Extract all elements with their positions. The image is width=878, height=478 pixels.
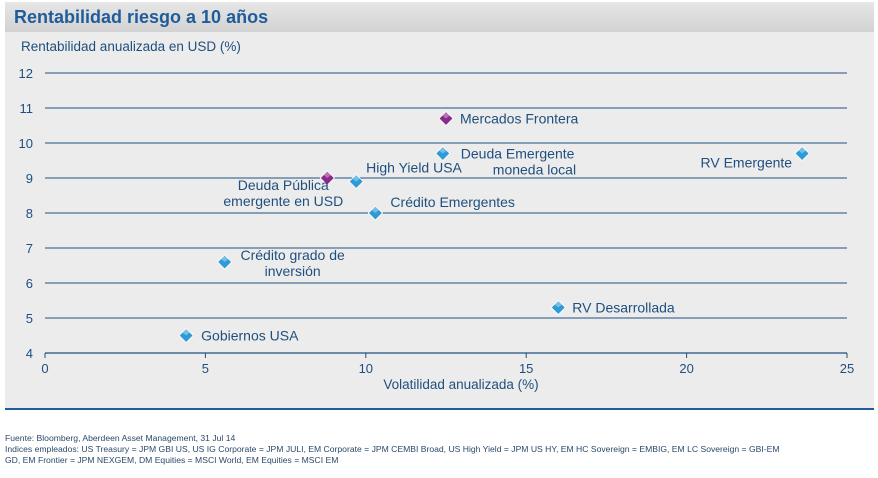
x-axis-label: Volatilidad anualizada (%) (383, 377, 538, 392)
footnote-source: Fuente: Bloomberg, Aberdeen Asset Manage… (5, 433, 236, 443)
label-credito-grado-inversion: Crédito grado de inversión (240, 247, 345, 279)
y-tick-7: 7 (26, 241, 33, 256)
label-credito-grado-inversion-line-2: inversión (265, 263, 321, 279)
x-tick-20: 20 (679, 361, 693, 376)
point-rv-emergente (794, 145, 810, 162)
y-tick-10: 10 (19, 136, 33, 151)
point-gobiernos-usa (178, 327, 194, 344)
label-high-yield-usa-line-1: High Yield USA (366, 160, 462, 176)
point-highlight-deuda-emergente-local (438, 146, 447, 154)
label-deuda-publica-emergente-usd: Deuda Pública emergente en USD (223, 177, 343, 209)
x-tick-0: 0 (41, 361, 48, 376)
y-axis-label: Rentabilidad anualizada en USD (%) (21, 39, 241, 54)
label-high-yield-usa: High Yield USA (366, 160, 462, 176)
label-mercados-frontera-line-1: Mercados Frontera (460, 111, 578, 127)
point-credito-emergentes (367, 205, 383, 221)
label-deuda-emergente-local: Deuda Emergente moneda local (461, 146, 576, 178)
footnote: Fuente: Bloomberg, Aberdeen Asset Manage… (5, 433, 875, 466)
label-credito-emergentes-line-1: Crédito Emergentes (390, 194, 515, 210)
point-highlight-credito-grado-inversion (220, 255, 229, 262)
label-mercados-frontera: Mercados Frontera (460, 111, 578, 127)
label-rv-emergente: RV Emergente (701, 155, 793, 171)
label-deuda-publica-emergente-usd-line-1: Deuda Pública (238, 177, 329, 193)
label-credito-emergentes: Crédito Emergentes (390, 194, 515, 210)
scatter-chart: Rentabilidad anualizada en USD (%) 4 5 6 7 8 9… (19, 39, 855, 392)
point-credito-grado-inversion (217, 254, 233, 270)
y-tick-6: 6 (26, 276, 33, 291)
x-tick-25: 25 (840, 361, 854, 376)
label-rv-emergente-line-1: RV Emergente (701, 155, 793, 171)
point-highlight-deuda-publica-emergente-usd (323, 171, 332, 178)
y-tick-11: 11 (20, 101, 34, 116)
point-rv-desarrollada (550, 299, 566, 316)
y-tick-8: 8 (26, 206, 33, 221)
chart-header: Rentabilidad riesgo a 10 años (5, 2, 874, 32)
x-tick-15: 15 (519, 361, 533, 376)
chart-title: Rentabilidad riesgo a 10 años (14, 7, 269, 27)
point-mercados-frontera (438, 110, 454, 127)
label-credito-grado-inversion-line-1: Crédito grado de (240, 247, 345, 263)
y-tick-4: 4 (26, 346, 33, 361)
chart-panel: Rentabilidad anualizada en USD (%) 4 5 6 7 8 9… (5, 32, 874, 410)
point-highlight-high-yield-usa (352, 174, 361, 182)
point-highlight-mercados-frontera (442, 111, 450, 119)
x-tick-10: 10 (359, 361, 373, 376)
point-highlight-credito-emergentes (371, 206, 380, 213)
point-deuda-publica-emergente-usd (319, 170, 335, 186)
label-rv-desarrollada: RV Desarrollada (572, 300, 675, 316)
label-gobiernos-usa: Gobiernos USA (201, 328, 299, 344)
point-deuda-emergente-local (435, 145, 451, 162)
label-deuda-emergente-local-line-2: moneda local (493, 162, 576, 178)
footnote-indices-line-2: GD, EM Frontier = JPM NEXGEM, DM Equitie… (5, 455, 339, 465)
point-highlight-gobiernos-usa (182, 328, 191, 336)
label-rv-desarrollada-line-1: RV Desarrollada (572, 300, 675, 316)
y-tick-5: 5 (26, 311, 33, 326)
point-highlight-rv-desarrollada (554, 300, 563, 308)
label-deuda-emergente-local-line-1: Deuda Emergente (461, 146, 575, 162)
y-tick-12: 12 (19, 66, 33, 81)
point-highlight-rv-emergente (798, 146, 806, 154)
y-tick-9: 9 (26, 171, 33, 186)
footnote-indices-line-1: Indices empleados: US Treasury = JPM GBI… (5, 444, 780, 454)
label-deuda-publica-emergente-usd-line-2: emergente en USD (223, 193, 343, 209)
x-tick-5: 5 (202, 361, 209, 376)
label-gobiernos-usa-line-1: Gobiernos USA (201, 328, 299, 344)
point-high-yield-usa (348, 173, 364, 190)
